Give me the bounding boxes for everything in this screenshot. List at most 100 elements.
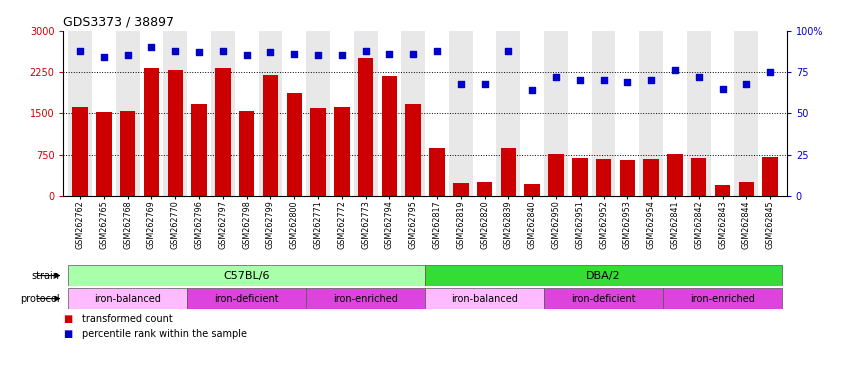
Point [359, 48, 372, 54]
Text: iron-balanced: iron-balanced [451, 293, 518, 304]
Bar [263, 75, 278, 196]
Bar [477, 182, 492, 196]
Bar [520, 31, 544, 196]
Bar [96, 112, 112, 196]
Bar [73, 107, 88, 196]
Bar [310, 108, 326, 196]
Bar [449, 31, 473, 196]
Point [739, 81, 753, 87]
Point [311, 52, 325, 58]
Bar [687, 31, 711, 196]
Bar [140, 31, 163, 196]
Point [74, 48, 87, 54]
Point [168, 48, 182, 54]
Bar [615, 31, 640, 196]
Point [216, 48, 229, 54]
Point [525, 87, 539, 93]
Text: iron-deficient: iron-deficient [571, 293, 636, 304]
Bar [497, 31, 520, 196]
Text: transformed count: transformed count [82, 314, 173, 324]
Bar [715, 185, 730, 196]
Bar [663, 288, 782, 309]
Bar [187, 288, 306, 309]
Text: protocol: protocol [20, 293, 60, 304]
Bar [287, 93, 302, 196]
Text: iron-enriched: iron-enriched [690, 293, 755, 304]
Bar [330, 31, 354, 196]
Bar [758, 31, 782, 196]
Bar [283, 31, 306, 196]
Bar [739, 182, 754, 196]
Bar [453, 183, 469, 196]
Point [406, 51, 420, 57]
Bar [762, 157, 777, 196]
Bar [501, 148, 516, 196]
Text: strain: strain [32, 270, 60, 281]
Point [121, 52, 135, 58]
Bar [473, 31, 497, 196]
Point [692, 74, 706, 80]
Text: iron-enriched: iron-enriched [333, 293, 398, 304]
Point [264, 49, 277, 55]
Bar [401, 31, 425, 196]
Bar [358, 58, 373, 196]
Point [240, 52, 254, 58]
Point [716, 85, 729, 91]
Text: iron-balanced: iron-balanced [94, 293, 161, 304]
Bar [334, 107, 349, 196]
Bar [591, 31, 615, 196]
Bar [425, 265, 782, 286]
Bar [596, 159, 612, 196]
Bar [306, 31, 330, 196]
Bar [544, 288, 663, 309]
Bar [306, 288, 425, 309]
Point [335, 52, 349, 58]
Point [549, 74, 563, 80]
Point [763, 69, 777, 75]
Bar [211, 31, 234, 196]
Bar [116, 31, 140, 196]
Point [192, 49, 206, 55]
Bar [69, 31, 92, 196]
Point [478, 81, 492, 87]
Point [382, 51, 396, 57]
Bar [187, 31, 211, 196]
Bar [405, 104, 421, 196]
Bar [644, 159, 659, 196]
Bar [354, 31, 377, 196]
Bar [69, 288, 187, 309]
Point [97, 54, 111, 60]
Point [573, 77, 586, 83]
Bar [163, 31, 187, 196]
Bar [191, 104, 206, 196]
Text: GDS3373 / 38897: GDS3373 / 38897 [63, 15, 174, 28]
Point [288, 51, 301, 57]
Bar [691, 159, 706, 196]
Bar [429, 148, 445, 196]
Text: C57BL/6: C57BL/6 [223, 270, 270, 281]
Bar [619, 160, 635, 196]
Bar [663, 31, 687, 196]
Point [502, 48, 515, 54]
Text: ■: ■ [63, 314, 73, 324]
Bar [544, 31, 568, 196]
Bar [259, 31, 283, 196]
Bar [377, 31, 401, 196]
Point [596, 77, 610, 83]
Bar [239, 111, 255, 196]
Bar [640, 31, 663, 196]
Bar [92, 31, 116, 196]
Bar [711, 31, 734, 196]
Point [621, 79, 634, 85]
Bar [425, 288, 544, 309]
Bar [168, 70, 183, 196]
Bar [144, 68, 159, 196]
Text: iron-deficient: iron-deficient [214, 293, 279, 304]
Bar [572, 159, 587, 196]
Point [645, 77, 658, 83]
Text: percentile rank within the sample: percentile rank within the sample [82, 329, 247, 339]
Bar [548, 154, 563, 196]
Bar [525, 184, 540, 196]
Bar [425, 31, 449, 196]
Point [454, 81, 468, 87]
